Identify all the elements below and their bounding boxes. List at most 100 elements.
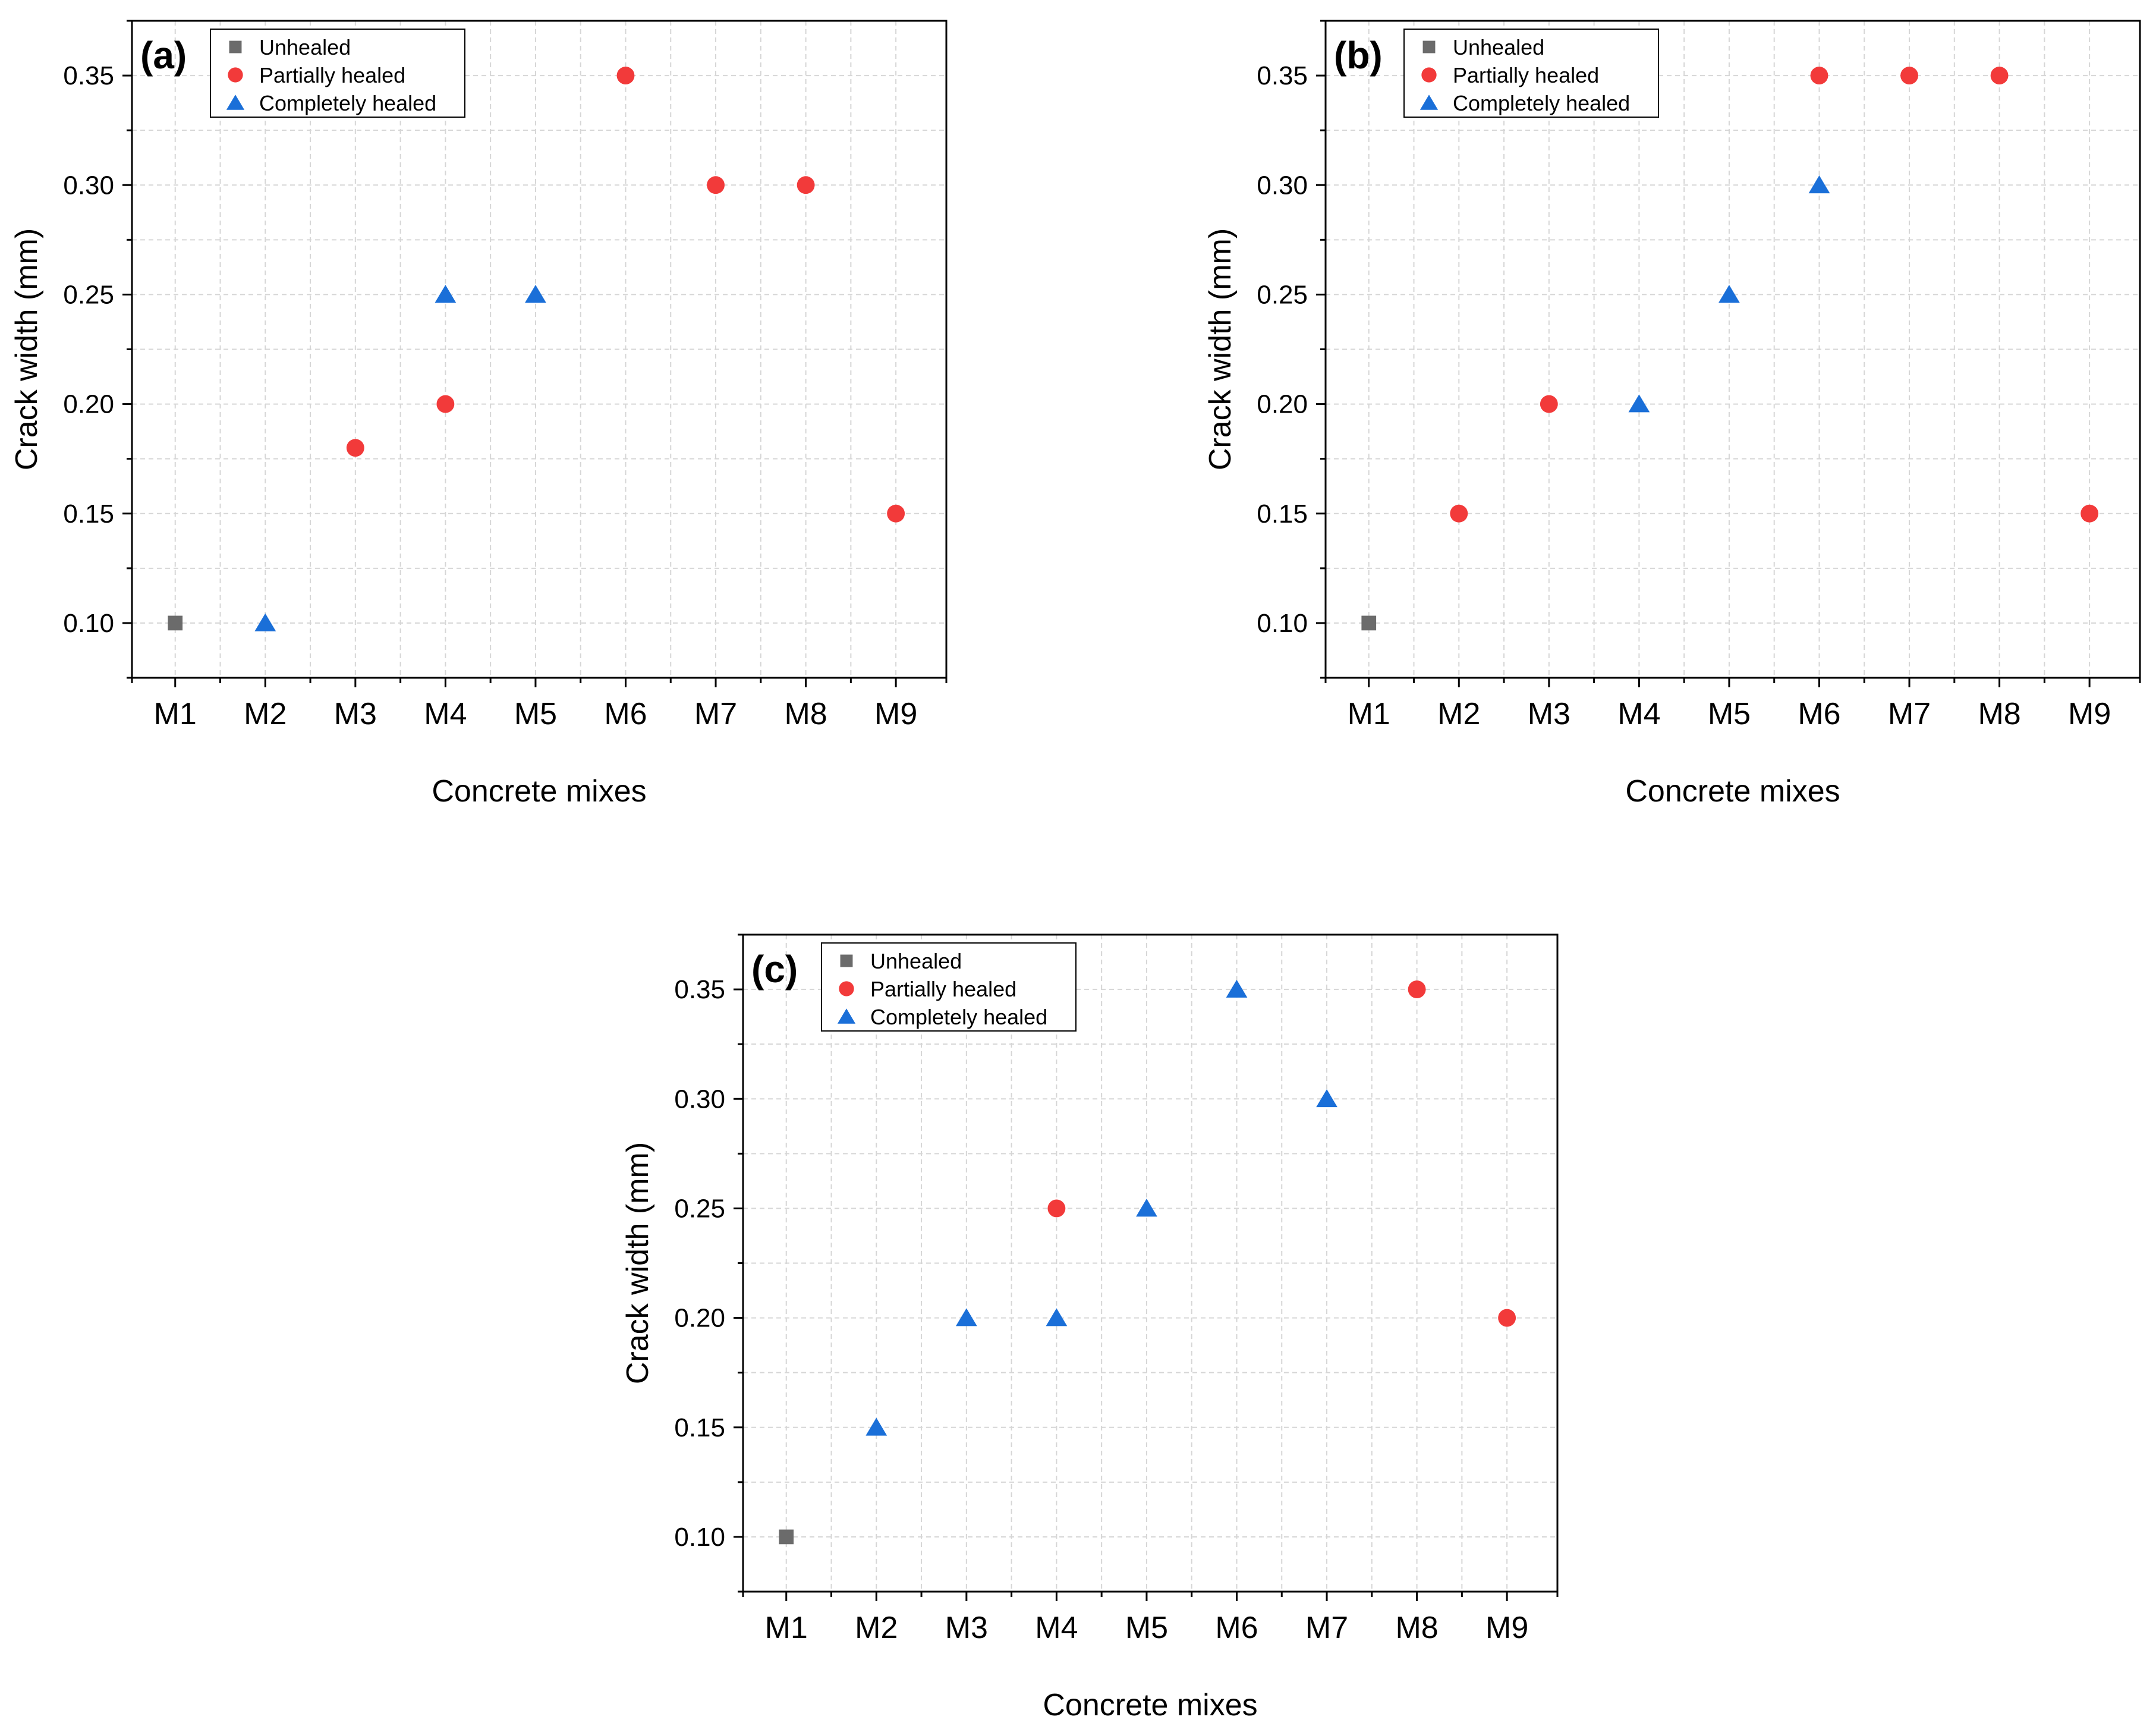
- legend-label: Unhealed: [870, 949, 962, 973]
- y-tick-label: 0.35: [63, 61, 114, 90]
- y-axis-label: Crack width (mm): [1203, 228, 1238, 470]
- y-tick-label: 0.25: [63, 280, 114, 309]
- data-point-unhealed: [779, 1529, 794, 1545]
- x-tick-label: M9: [874, 697, 917, 731]
- x-tick-label: M1: [1348, 697, 1390, 731]
- legend-label: Partially healed: [1453, 63, 1599, 87]
- legend-marker-triangle: [1420, 95, 1439, 110]
- y-tick-label: 0.30: [1257, 171, 1308, 200]
- y-tick-label: 0.35: [1257, 61, 1308, 90]
- x-tick-label: M8: [1978, 697, 2020, 731]
- x-tick-label: M3: [1528, 697, 1570, 731]
- x-tick-label: M6: [1798, 697, 1840, 731]
- panel-label: (a): [140, 34, 187, 77]
- data-point-completely-healed: [254, 613, 276, 631]
- x-tick-label: M9: [2068, 697, 2111, 731]
- x-tick-label: M7: [1305, 1611, 1348, 1645]
- data-point-completely-healed: [1226, 979, 1248, 998]
- data-point-partially-healed: [797, 176, 815, 194]
- legend-box: [210, 29, 465, 118]
- y-tick-label: 0.15: [674, 1413, 725, 1442]
- data-point-completely-healed: [1046, 1308, 1068, 1326]
- y-tick-label: 0.30: [674, 1084, 725, 1114]
- data-point-completely-healed: [1718, 285, 1740, 303]
- data-point-partially-healed: [887, 504, 905, 523]
- data-point-completely-healed: [1316, 1089, 1337, 1108]
- legend: Unhealed Partially healed Completely heale…: [1403, 29, 1659, 118]
- data-point-partially-healed: [1498, 1309, 1516, 1327]
- x-tick-label: M5: [1125, 1611, 1168, 1645]
- x-tick-label: M4: [1035, 1611, 1078, 1645]
- x-tick-label: M2: [1437, 697, 1480, 731]
- legend-marker-square: [229, 40, 242, 54]
- legend: Unhealed Partially healed Completely heale…: [821, 942, 1077, 1032]
- grid: [743, 935, 1557, 1592]
- y-tick-label: 0.15: [63, 499, 114, 529]
- x-tick-label: M1: [765, 1611, 808, 1645]
- legend: Unhealed Partially healed Completely heale…: [210, 29, 465, 118]
- legend-label: Partially healed: [870, 977, 1016, 1001]
- grid: [132, 21, 946, 678]
- legend-label: Partially healed: [259, 63, 405, 87]
- legend-label: Completely healed: [870, 1005, 1047, 1029]
- legend-marker-circle: [228, 67, 243, 83]
- data-point-completely-healed: [955, 1308, 977, 1326]
- x-tick-label: M3: [945, 1611, 988, 1645]
- panel-label: (b): [1334, 34, 1383, 77]
- data-point-completely-healed: [525, 285, 546, 303]
- x-axis-label: Concrete mixes: [432, 774, 646, 809]
- data-points: [1361, 67, 2099, 631]
- legend-label: Completely healed: [259, 91, 436, 115]
- x-tick-label: M7: [694, 697, 737, 731]
- panel-label: (c): [751, 948, 798, 991]
- y-axis-label: Crack width (mm): [10, 228, 44, 470]
- x-tick-label: M5: [514, 697, 557, 731]
- data-point-completely-healed: [865, 1417, 887, 1436]
- data-point-partially-healed: [1990, 67, 2009, 85]
- x-axis-label: Concrete mixes: [1043, 1688, 1257, 1722]
- chart-panel-1: 0.10 0.15 0.20 0.25 0.30 0.35 M1 M2 M3 M4 M5 M6 M7 M8…: [10, 20, 948, 809]
- x-tick-label: M2: [244, 697, 287, 731]
- x-tick-label: M1: [154, 697, 197, 731]
- data-point-partially-healed: [707, 176, 725, 194]
- legend-marker-circle: [839, 981, 854, 996]
- data-point-partially-healed: [1900, 67, 1918, 85]
- y-tick-label: 0.25: [674, 1194, 725, 1223]
- y-tick-label: 0.30: [63, 171, 114, 200]
- y-tick-label: 0.25: [1257, 280, 1308, 309]
- legend-marker-square: [1422, 40, 1436, 54]
- data-point-partially-healed: [436, 395, 455, 413]
- legend-marker-triangle: [837, 1008, 856, 1024]
- legend-box: [821, 942, 1077, 1032]
- y-tick-label: 0.10: [1257, 609, 1308, 638]
- data-point-unhealed: [168, 615, 183, 631]
- x-tick-label: M7: [1888, 697, 1931, 731]
- x-tick-label: M4: [1617, 697, 1660, 731]
- data-point-unhealed: [1361, 615, 1377, 631]
- data-point-completely-healed: [435, 285, 457, 303]
- x-tick-label: M9: [1485, 1611, 1528, 1645]
- legend-box: [1403, 29, 1659, 118]
- x-tick-label: M8: [784, 697, 827, 731]
- y-tick-label: 0.15: [1257, 499, 1308, 529]
- legend-label: Completely healed: [1453, 91, 1630, 115]
- y-tick-label: 0.20: [63, 390, 114, 419]
- x-tick-label: M4: [424, 697, 467, 731]
- data-point-partially-healed: [616, 67, 635, 85]
- y-tick-label: 0.10: [674, 1523, 725, 1552]
- x-tick-label: M3: [334, 697, 377, 731]
- x-tick-label: M8: [1395, 1611, 1438, 1645]
- x-tick-label: M6: [604, 697, 647, 731]
- data-point-partially-healed: [1450, 504, 1468, 523]
- legend-marker-triangle: [226, 95, 245, 110]
- x-tick-label: M6: [1215, 1611, 1258, 1645]
- chart-panel-3: 0.10 0.15 0.20 0.25 0.30 0.35 M1 M2 M3 M4 M5 M6 M7 M8…: [621, 933, 1559, 1722]
- data-point-partially-healed: [2081, 504, 2099, 523]
- chart-panel-2: 0.10 0.15 0.20 0.25 0.30 0.35 M1 M2 M3 M4 M5 M6 M7 M8…: [1203, 20, 2141, 809]
- data-point-partially-healed: [346, 439, 364, 457]
- data-point-partially-healed: [1047, 1199, 1066, 1218]
- grid: [1326, 21, 2140, 678]
- data-point-completely-healed: [1808, 175, 1830, 194]
